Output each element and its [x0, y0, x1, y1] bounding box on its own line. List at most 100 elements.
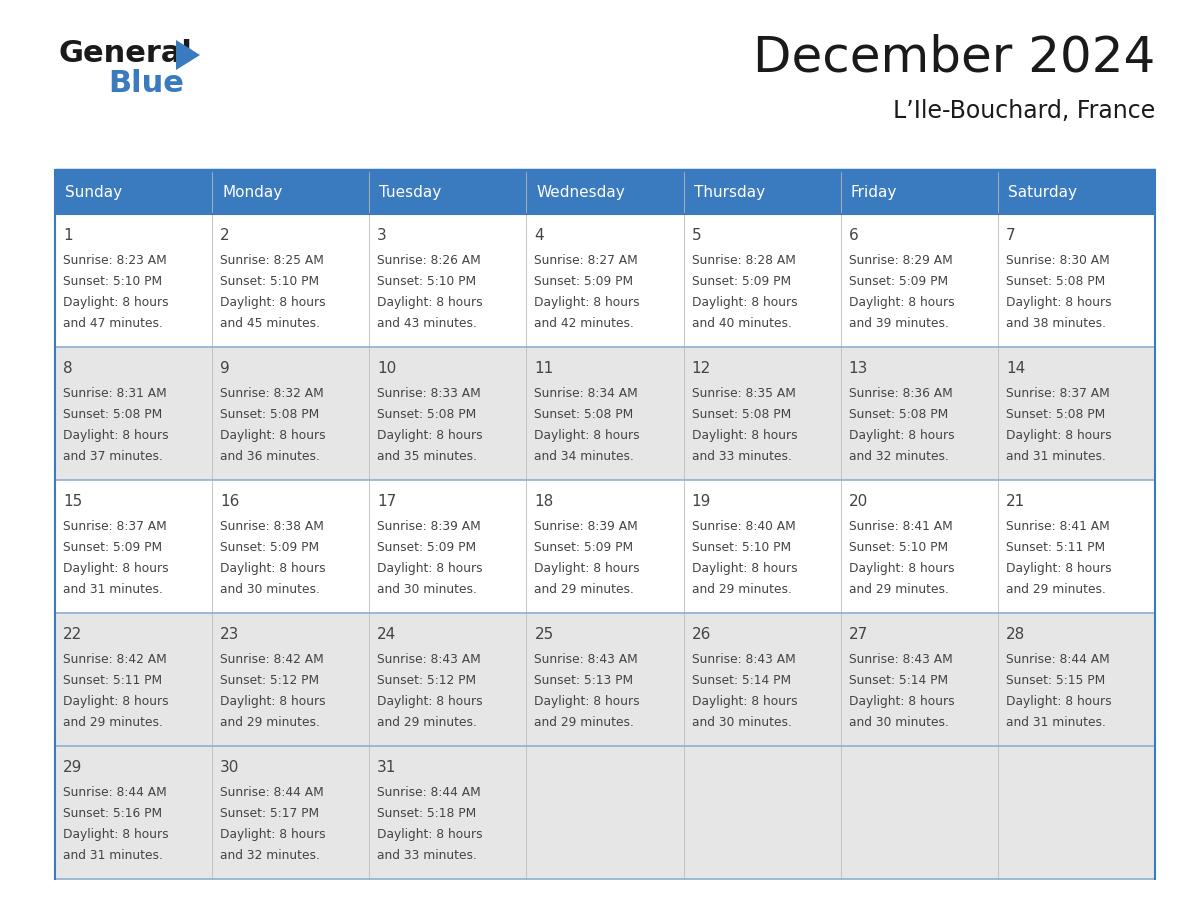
- Text: 24: 24: [378, 627, 397, 642]
- Text: Sunset: 5:10 PM: Sunset: 5:10 PM: [691, 541, 791, 554]
- Text: Sunrise: 8:27 AM: Sunrise: 8:27 AM: [535, 254, 638, 267]
- Text: Daylight: 8 hours: Daylight: 8 hours: [535, 429, 640, 442]
- Text: Sunrise: 8:36 AM: Sunrise: 8:36 AM: [848, 387, 953, 400]
- Text: 2: 2: [220, 228, 229, 243]
- Text: Daylight: 8 hours: Daylight: 8 hours: [220, 828, 326, 841]
- Text: Sunset: 5:08 PM: Sunset: 5:08 PM: [535, 408, 633, 421]
- Text: Daylight: 8 hours: Daylight: 8 hours: [378, 296, 482, 309]
- Text: and 30 minutes.: and 30 minutes.: [691, 716, 791, 729]
- Text: Sunset: 5:09 PM: Sunset: 5:09 PM: [535, 275, 633, 288]
- Text: Monday: Monday: [222, 185, 283, 200]
- Text: Daylight: 8 hours: Daylight: 8 hours: [691, 429, 797, 442]
- Text: Sunset: 5:08 PM: Sunset: 5:08 PM: [1006, 275, 1105, 288]
- Text: and 31 minutes.: and 31 minutes.: [63, 583, 163, 596]
- Text: Daylight: 8 hours: Daylight: 8 hours: [848, 695, 954, 708]
- Text: 26: 26: [691, 627, 710, 642]
- Text: 23: 23: [220, 627, 240, 642]
- Text: Sunset: 5:09 PM: Sunset: 5:09 PM: [848, 275, 948, 288]
- Text: and 29 minutes.: and 29 minutes.: [378, 716, 478, 729]
- Text: 6: 6: [848, 228, 859, 243]
- Bar: [55, 347, 1155, 480]
- Text: and 36 minutes.: and 36 minutes.: [220, 450, 320, 463]
- Bar: [55, 170, 1155, 214]
- Text: and 29 minutes.: and 29 minutes.: [1006, 583, 1106, 596]
- Text: Sunrise: 8:44 AM: Sunrise: 8:44 AM: [220, 786, 324, 799]
- Bar: [55, 480, 1155, 613]
- Text: Daylight: 8 hours: Daylight: 8 hours: [691, 562, 797, 575]
- Text: Sunset: 5:10 PM: Sunset: 5:10 PM: [220, 275, 320, 288]
- Text: 27: 27: [848, 627, 868, 642]
- Text: Sunset: 5:10 PM: Sunset: 5:10 PM: [848, 541, 948, 554]
- Text: 21: 21: [1006, 494, 1025, 509]
- Text: and 45 minutes.: and 45 minutes.: [220, 317, 320, 330]
- Text: L’Ile-Bouchard, France: L’Ile-Bouchard, France: [892, 99, 1155, 123]
- Text: 17: 17: [378, 494, 397, 509]
- Text: Sunset: 5:12 PM: Sunset: 5:12 PM: [220, 674, 320, 687]
- Text: Sunset: 5:11 PM: Sunset: 5:11 PM: [63, 674, 162, 687]
- Text: Sunrise: 8:26 AM: Sunrise: 8:26 AM: [378, 254, 481, 267]
- Text: Daylight: 8 hours: Daylight: 8 hours: [378, 429, 482, 442]
- Text: Daylight: 8 hours: Daylight: 8 hours: [535, 562, 640, 575]
- Text: General: General: [58, 39, 192, 68]
- Text: 3: 3: [378, 228, 387, 243]
- Text: Tuesday: Tuesday: [379, 185, 442, 200]
- Text: 22: 22: [63, 627, 82, 642]
- Text: Sunrise: 8:44 AM: Sunrise: 8:44 AM: [1006, 653, 1110, 666]
- Bar: [55, 214, 1155, 347]
- Text: Sunrise: 8:43 AM: Sunrise: 8:43 AM: [378, 653, 481, 666]
- Text: 12: 12: [691, 361, 710, 376]
- Text: 7: 7: [1006, 228, 1016, 243]
- Text: Daylight: 8 hours: Daylight: 8 hours: [1006, 429, 1112, 442]
- Text: Thursday: Thursday: [694, 185, 765, 200]
- Text: and 29 minutes.: and 29 minutes.: [535, 583, 634, 596]
- Text: Sunrise: 8:23 AM: Sunrise: 8:23 AM: [63, 254, 166, 267]
- Text: and 43 minutes.: and 43 minutes.: [378, 317, 478, 330]
- Text: Daylight: 8 hours: Daylight: 8 hours: [220, 429, 326, 442]
- Text: 16: 16: [220, 494, 240, 509]
- Text: and 29 minutes.: and 29 minutes.: [691, 583, 791, 596]
- Text: Wednesday: Wednesday: [537, 185, 625, 200]
- Text: Sunset: 5:09 PM: Sunset: 5:09 PM: [63, 541, 162, 554]
- Text: 13: 13: [848, 361, 868, 376]
- Text: Sunset: 5:14 PM: Sunset: 5:14 PM: [848, 674, 948, 687]
- Text: 25: 25: [535, 627, 554, 642]
- Text: Sunrise: 8:37 AM: Sunrise: 8:37 AM: [1006, 387, 1110, 400]
- Text: and 30 minutes.: and 30 minutes.: [378, 583, 478, 596]
- Text: and 47 minutes.: and 47 minutes.: [63, 317, 163, 330]
- Text: and 33 minutes.: and 33 minutes.: [691, 450, 791, 463]
- Text: Sunrise: 8:43 AM: Sunrise: 8:43 AM: [848, 653, 953, 666]
- Text: Daylight: 8 hours: Daylight: 8 hours: [1006, 296, 1112, 309]
- Text: Sunrise: 8:35 AM: Sunrise: 8:35 AM: [691, 387, 796, 400]
- Text: and 29 minutes.: and 29 minutes.: [220, 716, 320, 729]
- Bar: [55, 613, 1155, 746]
- Text: Daylight: 8 hours: Daylight: 8 hours: [63, 695, 169, 708]
- Text: and 31 minutes.: and 31 minutes.: [1006, 450, 1106, 463]
- Text: and 37 minutes.: and 37 minutes.: [63, 450, 163, 463]
- Text: and 29 minutes.: and 29 minutes.: [63, 716, 163, 729]
- Text: Sunrise: 8:33 AM: Sunrise: 8:33 AM: [378, 387, 481, 400]
- Text: Daylight: 8 hours: Daylight: 8 hours: [848, 562, 954, 575]
- Text: Friday: Friday: [851, 185, 897, 200]
- Text: Daylight: 8 hours: Daylight: 8 hours: [63, 296, 169, 309]
- Text: Sunrise: 8:37 AM: Sunrise: 8:37 AM: [63, 520, 166, 533]
- Text: Daylight: 8 hours: Daylight: 8 hours: [848, 296, 954, 309]
- Text: Sunset: 5:08 PM: Sunset: 5:08 PM: [63, 408, 163, 421]
- Text: and 40 minutes.: and 40 minutes.: [691, 317, 791, 330]
- Text: and 31 minutes.: and 31 minutes.: [1006, 716, 1106, 729]
- Text: and 38 minutes.: and 38 minutes.: [1006, 317, 1106, 330]
- Text: Sunrise: 8:29 AM: Sunrise: 8:29 AM: [848, 254, 953, 267]
- Text: Sunrise: 8:38 AM: Sunrise: 8:38 AM: [220, 520, 324, 533]
- Text: and 32 minutes.: and 32 minutes.: [220, 849, 320, 862]
- Text: Daylight: 8 hours: Daylight: 8 hours: [63, 429, 169, 442]
- Text: 8: 8: [63, 361, 72, 376]
- Text: 29: 29: [63, 760, 82, 775]
- Text: Sunrise: 8:32 AM: Sunrise: 8:32 AM: [220, 387, 324, 400]
- Text: 18: 18: [535, 494, 554, 509]
- Text: Sunset: 5:08 PM: Sunset: 5:08 PM: [691, 408, 791, 421]
- Text: Sunset: 5:08 PM: Sunset: 5:08 PM: [848, 408, 948, 421]
- Text: Daylight: 8 hours: Daylight: 8 hours: [63, 562, 169, 575]
- Text: Sunset: 5:09 PM: Sunset: 5:09 PM: [378, 541, 476, 554]
- Text: and 33 minutes.: and 33 minutes.: [378, 849, 478, 862]
- Text: Saturday: Saturday: [1007, 185, 1076, 200]
- Text: Sunset: 5:10 PM: Sunset: 5:10 PM: [378, 275, 476, 288]
